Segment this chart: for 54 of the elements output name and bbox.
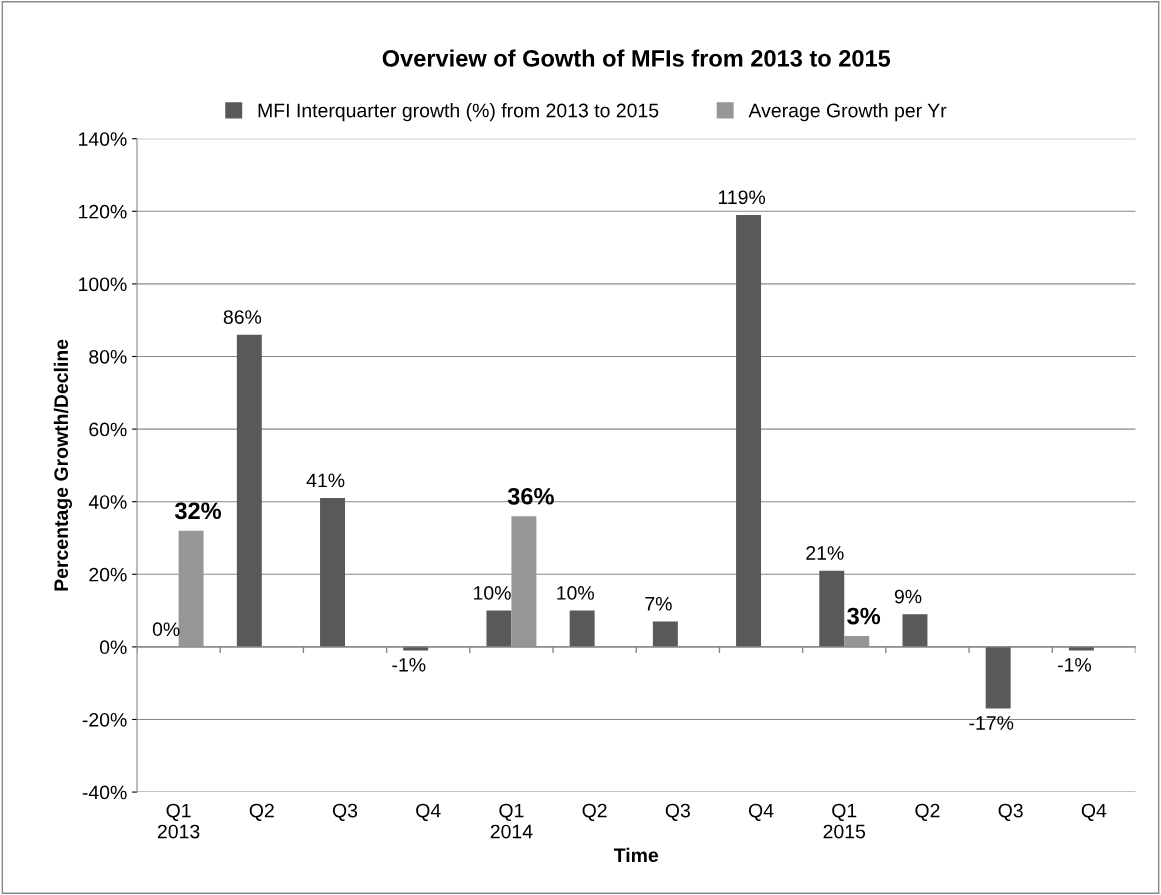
data-label: 10% [474,586,511,600]
x-axis-title: Time [613,847,659,863]
y-tick-label: -20% [82,712,127,727]
bar [902,614,928,647]
bar [736,214,762,647]
y-tick-label: 80% [89,349,127,364]
x-tick-label: Q2 [582,803,607,821]
x-tick-label: Q3 [998,803,1023,821]
legend-label: MFI Interquarter growth (%) from 2013 to 2015 [258,103,659,122]
y-tick-label: 40% [88,495,127,509]
bar [320,498,346,647]
data-label: -1% [1058,658,1092,672]
y-axis-title: Percentage Growth/Decline [53,339,72,591]
data-label: 0% [152,622,180,637]
y-tick-label: 20% [89,567,127,582]
data-label: 41% [306,473,345,488]
data-label: 10% [557,586,594,600]
y-tick-label: 140% [79,132,127,146]
data-label: 36% [507,487,554,505]
data-label: 86% [223,310,262,324]
data-label: 7% [645,597,672,611]
x-tick-label: Q1 2013 [157,803,200,839]
x-tick-label: Q4 [1081,803,1107,821]
data-label: 9% [894,589,922,604]
x-tick-label: Q3 [665,803,690,821]
y-tick-label: 100% [79,277,127,292]
bar [236,334,262,647]
legend-label: Average Growth per Yr [748,103,947,122]
bar [486,610,512,647]
data-label: 21% [806,546,844,560]
y-tick-label: 0% [99,640,127,655]
data-label: 119% [718,190,766,205]
bar [511,516,537,647]
bar [178,530,204,647]
y-tick-label: 120% [79,204,127,219]
x-tick-label: Q4 [416,803,441,821]
chart-title: Overview of Gowth of MFIs from 2013 to 2015 [382,49,891,67]
data-label: 32% [174,502,222,520]
x-tick-label: Q4 [748,803,774,821]
bar [844,636,870,647]
y-tick-label: -40% [82,785,127,800]
x-tick-label: Q2 [915,803,940,821]
x-tick-label: Q2 [249,803,274,821]
data-label: -17% [969,716,1014,730]
data-label: 3% [847,607,881,625]
bar [569,610,595,647]
bar [652,621,678,647]
y-tick-label: 60% [89,422,127,437]
bar [985,646,1011,709]
x-tick-label: Q1 2015 [823,803,866,839]
x-tick-label: Q3 [332,803,358,821]
data-label: -1% [392,658,426,672]
bar [819,570,845,647]
x-tick-label: Q1 2014 [490,803,533,839]
